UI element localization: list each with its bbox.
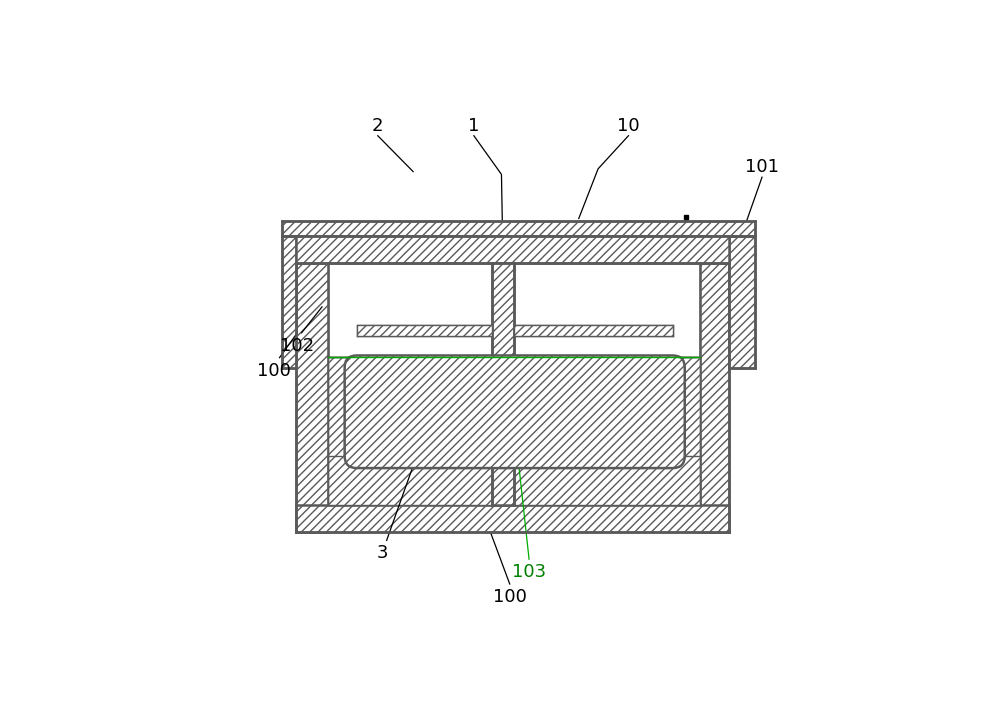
Text: 103: 103 — [512, 563, 546, 581]
Bar — [700, 262, 729, 532]
Bar — [328, 262, 492, 356]
Bar — [328, 456, 700, 505]
Text: 100: 100 — [257, 362, 291, 380]
Bar — [328, 356, 357, 505]
Text: 102: 102 — [280, 337, 314, 355]
Bar — [282, 236, 296, 368]
Bar — [328, 356, 700, 505]
Bar — [514, 262, 700, 356]
Bar — [357, 325, 492, 336]
Bar — [729, 236, 755, 368]
Bar — [673, 356, 700, 505]
Text: 2: 2 — [372, 117, 384, 135]
Bar — [514, 325, 673, 336]
Text: 3: 3 — [377, 544, 389, 562]
Bar — [296, 236, 729, 262]
Bar — [296, 505, 729, 532]
Text: 10: 10 — [617, 117, 640, 135]
Bar — [296, 262, 328, 532]
Text: 100: 100 — [493, 589, 527, 607]
Text: 1: 1 — [468, 117, 480, 135]
Bar — [492, 262, 514, 505]
Text: 101: 101 — [745, 158, 779, 176]
Bar — [282, 222, 755, 236]
FancyBboxPatch shape — [345, 356, 685, 468]
